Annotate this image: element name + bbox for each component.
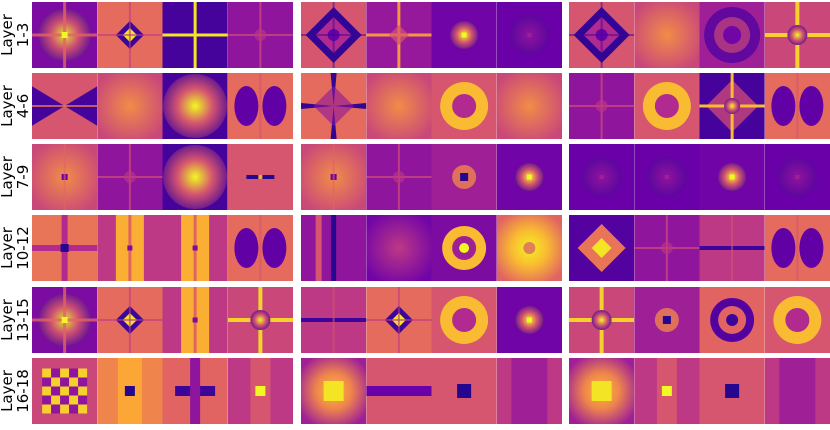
- heatmap-tile-r1-g1-t1: [32, 2, 98, 68]
- heatmap-tile-r6-g3-t3: [699, 358, 765, 424]
- heatmap-tile-r1-g1-t3: [162, 2, 228, 68]
- heatmap-tile-r3-g1-t2: [97, 144, 163, 210]
- heatmap-tile-r6-g3-t2: [634, 358, 700, 424]
- heatmap-tile-r6-g3-t1: [569, 358, 635, 424]
- heatmap-tile-r4-g1-t4: [227, 215, 293, 281]
- heatmap-tile-r5-g3-t4: [764, 287, 830, 353]
- heatmap-tile-r1-g3-t4: [764, 2, 830, 68]
- heatmap-tile-r1-g3-t3: [699, 2, 765, 68]
- heatmap-tile-r1-g2-t2: [366, 2, 432, 68]
- heatmap-tile-r4-g2-t4: [496, 215, 562, 281]
- heatmap-tile-r1-g2-t1: [301, 2, 367, 68]
- heatmap-tile-r1-g1-t2: [97, 2, 163, 68]
- heatmap-tile-r2-g1-t4: [227, 73, 293, 139]
- heatmap-tile-r3-g3-t4: [764, 144, 830, 210]
- heatmap-tile-r5-g3-t1: [569, 287, 635, 353]
- heatmap-tile-r6-g1-t2: [97, 358, 163, 424]
- heatmap-tile-r2-g2-t4: [496, 73, 562, 139]
- heatmap-tile-r1-g1-t4: [227, 2, 293, 68]
- heatmap-tile-r2-g1-t2: [97, 73, 163, 139]
- heatmap-tile-r2-g3-t2: [634, 73, 700, 139]
- heatmap-tile-r1-g2-t4: [496, 2, 562, 68]
- heatmap-tile-r5-g2-t1: [301, 287, 367, 353]
- heatmap-tile-r3-g1-t4: [227, 144, 293, 210]
- heatmap-tile-r6-g2-t3: [431, 358, 497, 424]
- heatmap-tile-r5-g1-t3: [162, 287, 228, 353]
- heatmap-tile-r6-g1-t1: [32, 358, 98, 424]
- heatmap-tile-r2-g3-t3: [699, 73, 765, 139]
- heatmap-tile-r5-g2-t3: [431, 287, 497, 353]
- heatmap-tile-r4-g2-t3: [431, 215, 497, 281]
- heatmap-tile-r6-g1-t3: [162, 358, 228, 424]
- heatmap-tile-r4-g3-t3: [699, 215, 765, 281]
- heatmap-tile-r3-g2-t3: [431, 144, 497, 210]
- heatmap-tile-r1-g3-t1: [569, 2, 635, 68]
- heatmap-tile-r3-g3-t1: [569, 144, 635, 210]
- heatmap-tile-r6-g2-t2: [366, 358, 432, 424]
- heatmap-tile-r4-g1-t1: [32, 215, 98, 281]
- heatmap-tile-r6-g2-t4: [496, 358, 562, 424]
- heatmap-tile-r4-g3-t4: [764, 215, 830, 281]
- heatmap-tile-r6-g1-t4: [227, 358, 293, 424]
- heatmap-tile-r5-g2-t2: [366, 287, 432, 353]
- heatmap-tile-r2-g1-t1: [32, 73, 98, 139]
- heatmap-tile-r3-g2-t2: [366, 144, 432, 210]
- heatmap-tile-r2-g1-t3: [162, 73, 228, 139]
- heatmap-tile-r5-g1-t1: [32, 287, 98, 353]
- heatmap-tile-r5-g2-t4: [496, 287, 562, 353]
- heatmap-tile-r3-g2-t1: [301, 144, 367, 210]
- heatmap-tile-r1-g2-t3: [431, 2, 497, 68]
- heatmap-tile-r4-g3-t2: [634, 215, 700, 281]
- heatmap-tile-r4-g2-t1: [301, 215, 367, 281]
- heatmap-tile-r4-g3-t1: [569, 215, 635, 281]
- heatmap-tile-r4-g2-t2: [366, 215, 432, 281]
- heatmap-tile-r3-g3-t2: [634, 144, 700, 210]
- heatmap-tile-r3-g2-t4: [496, 144, 562, 210]
- heatmap-tile-r3-g1-t1: [32, 144, 98, 210]
- heatmap-tile-r2-g3-t4: [764, 73, 830, 139]
- heatmap-tile-r3-g1-t3: [162, 144, 228, 210]
- heatmap-tile-r1-g3-t2: [634, 2, 700, 68]
- heatmap-tile-r5-g3-t3: [699, 287, 765, 353]
- heatmap-tile-r2-g2-t2: [366, 73, 432, 139]
- heatmap-tile-r6-g2-t1: [301, 358, 367, 424]
- heatmap-tile-r3-g3-t3: [699, 144, 765, 210]
- heatmap-tile-r2-g2-t1: [301, 73, 367, 139]
- heatmap-tile-r5-g1-t2: [97, 287, 163, 353]
- heatmap-tile-r2-g3-t1: [569, 73, 635, 139]
- heatmap-tile-r5-g3-t2: [634, 287, 700, 353]
- heatmap-tile-r4-g1-t3: [162, 215, 228, 281]
- heatmap-tile-r5-g1-t4: [227, 287, 293, 353]
- heatmap-tile-r2-g2-t3: [431, 73, 497, 139]
- heatmap-tile-r4-g1-t2: [97, 215, 163, 281]
- heatmap-tile-r6-g3-t4: [764, 358, 830, 424]
